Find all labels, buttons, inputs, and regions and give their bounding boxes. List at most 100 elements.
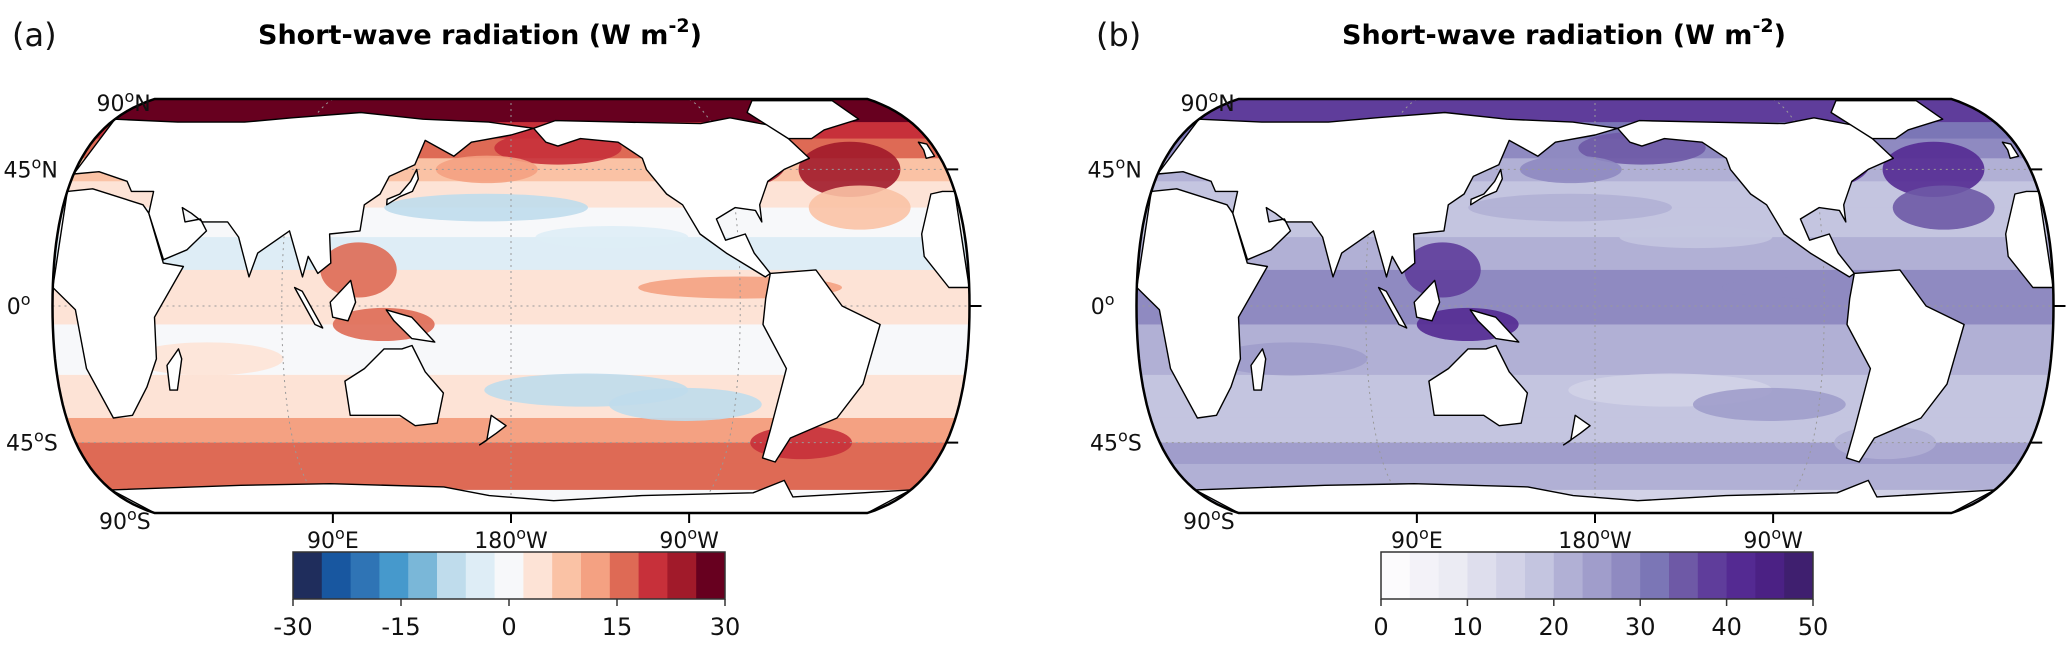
land-africa-e <box>2004 190 2054 289</box>
colorbar-tick-label: 15 <box>602 613 633 641</box>
panel-a: (a) Short-wave radiation (W m-2) 90oN45o… <box>4 15 982 641</box>
colorbar-tick-label: -30 <box>273 613 312 641</box>
label-hemisphere: W <box>526 529 548 554</box>
field-anomaly <box>808 185 911 230</box>
land-sumatra <box>293 286 324 329</box>
field-anomaly <box>1882 141 1985 197</box>
label-value: 90 <box>1391 529 1419 554</box>
land-eurasia <box>72 111 535 278</box>
field-anomaly <box>798 141 901 197</box>
panel-title: Short-wave radiation (W m-2) <box>258 15 702 51</box>
label-degree: o <box>1105 290 1115 309</box>
label-value: 0 <box>1091 295 1105 320</box>
colorbar-swatch <box>321 552 352 599</box>
colorbar-swatch <box>552 552 582 599</box>
colorbar-tick-label: 40 <box>1711 613 1742 641</box>
latitude-label: 90oN <box>96 87 150 117</box>
panel-b: (b) Short-wave radiation (W m-2) 90oN45o… <box>1088 15 2066 641</box>
colorbar-swatch <box>408 552 438 599</box>
colorbar-swatch <box>1755 552 1785 599</box>
colorbar-tick-label: 10 <box>1452 613 1483 641</box>
colorbar-swatch <box>1611 552 1641 599</box>
longitude-labels: 90oE 180oW 90oW <box>1391 524 1803 554</box>
colorbar-swatch <box>494 552 524 599</box>
land-south-america <box>761 269 881 463</box>
map-border <box>1135 97 2055 515</box>
label-hemisphere: S <box>44 432 58 457</box>
label-value: 90 <box>1743 529 1771 554</box>
label-degree: o <box>1211 505 1221 524</box>
colorbar-swatch <box>667 552 697 599</box>
panel-letter: (b) <box>1096 16 1141 54</box>
latitude-label: 45oN <box>4 153 58 183</box>
colorbar-swatch <box>1553 552 1584 599</box>
label-degree: o <box>1419 524 1429 543</box>
label-hemisphere: W <box>1781 529 1803 554</box>
colorbar-swatch <box>1726 552 1756 599</box>
land-south-america <box>1845 269 1965 463</box>
colorbar-swatch <box>1438 552 1468 599</box>
label-value: 90 <box>96 92 124 117</box>
field-band <box>52 442 970 465</box>
colorbar-frame <box>1380 551 1814 600</box>
label-degree: o <box>1600 524 1610 543</box>
colorbar-swatch <box>1640 552 1670 599</box>
latitude-label: 90oN <box>1180 87 1234 117</box>
label-value: 45 <box>1090 432 1118 457</box>
colorbar-swatch <box>1784 552 1814 599</box>
field-anomaly <box>1692 387 1846 421</box>
label-degree: o <box>516 524 526 543</box>
colorbar-swatch <box>1496 552 1526 599</box>
latitude-label: 90oS <box>1183 505 1235 535</box>
label-value: 0 <box>7 295 21 320</box>
label-hemisphere: E <box>345 529 359 554</box>
land-japan <box>1469 168 1504 206</box>
colorbar-tick-label: 0 <box>501 613 516 641</box>
land-new-guinea <box>385 309 436 343</box>
field-anomaly <box>320 242 397 298</box>
label-degree: o <box>1116 153 1126 172</box>
colorbar-swatch <box>350 552 380 599</box>
field-anomaly <box>1404 242 1481 298</box>
latitude-label: 45oS <box>1090 427 1142 457</box>
field-band <box>1136 442 2054 465</box>
latitude-label: 45oN <box>1088 153 1142 183</box>
longitude-label: 90oW <box>659 524 719 554</box>
field-anomaly <box>608 387 762 421</box>
label-value: 45 <box>6 432 34 457</box>
label-hemisphere: N <box>134 92 150 117</box>
land-new-zealand <box>1562 414 1591 446</box>
latitude-label: 45oS <box>6 427 58 457</box>
map-area <box>1135 97 2066 523</box>
label-degree: o <box>127 505 137 524</box>
colorbar-swatch <box>465 552 496 599</box>
panel-letter: (a) <box>12 16 57 54</box>
label-hemisphere: N <box>1218 92 1234 117</box>
latitude-label: 90oS <box>99 505 151 535</box>
colorbar-swatch <box>1669 552 1699 599</box>
label-value: 90 <box>1183 510 1211 535</box>
colorbar-tick-label: 50 <box>1798 613 1829 641</box>
land-britain <box>2001 141 2020 160</box>
land-greenland <box>746 99 860 140</box>
land-new-guinea <box>1469 309 1520 343</box>
field-anomaly <box>1619 226 1773 249</box>
land-borneo <box>329 279 357 322</box>
field-anomaly <box>1519 155 1622 184</box>
colorbar-swatch <box>437 552 467 599</box>
land-britain <box>917 141 936 160</box>
latitude-label: 0o <box>7 290 31 320</box>
colorbar: 0 10 20 30 40 50 <box>1373 551 1829 641</box>
panel-title: Short-wave radiation (W m-2) <box>1342 15 1786 51</box>
map-area <box>51 97 982 523</box>
colorbar-swatch <box>1467 552 1497 599</box>
label-value: 45 <box>1088 158 1116 183</box>
label-hemisphere: W <box>1610 529 1632 554</box>
colorbar-swatch <box>696 552 726 599</box>
land-africa-w <box>1136 188 1269 419</box>
label-hemisphere: S <box>137 510 151 535</box>
label-value: 90 <box>659 529 687 554</box>
